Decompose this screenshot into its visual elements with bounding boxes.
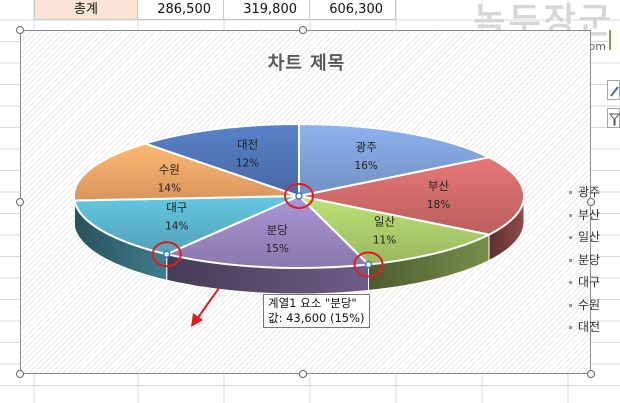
pie-chart[interactable]: 광주 16% 부산 18% 일산 11% 분당 15% 대구 14% 수원 14% 대전 12% <box>21 31 592 375</box>
legend-item-부산[interactable]: 부산 <box>569 204 600 227</box>
data-label-percent: 16% <box>355 160 378 172</box>
resize-handle-mr[interactable] <box>587 198 595 206</box>
selected-slice-markers <box>151 183 384 278</box>
tooltip-value-line: 값: 43,600 (15%) <box>268 311 365 325</box>
data-label-category: 부산 <box>428 179 450 193</box>
slice-selection-handle[interactable] <box>295 192 303 200</box>
resize-handle-bm[interactable] <box>299 370 307 378</box>
legend-label: 대구 <box>578 275 601 289</box>
highlight-circle <box>151 241 182 268</box>
legend-item-광주[interactable]: 광주 <box>569 181 600 204</box>
chart-area[interactable]: 차트 제목 광주 16% 부산 18% 일산 11% 분당 15% 대구 14% 수원 14% 대전 12… <box>20 30 600 375</box>
resize-handle-br[interactable] <box>587 370 595 378</box>
brush-icon <box>610 86 619 97</box>
funnel-icon <box>608 113 620 126</box>
data-label-percent: 18% <box>427 199 450 211</box>
data-label-percent: 11% <box>373 234 396 246</box>
highlight-circle <box>353 251 384 278</box>
total-label-cell[interactable]: 총계 <box>34 0 138 20</box>
chart-title[interactable]: 차트 제목 <box>267 53 346 74</box>
legend-item-분당[interactable]: 분당 <box>569 249 600 272</box>
legend-label: 수원 <box>578 297 601 312</box>
pie-slice-부산[interactable] <box>298 156 525 236</box>
total-value-cell-1[interactable]: 286,500 <box>138 0 224 20</box>
legend-marker <box>569 191 572 194</box>
resize-handle-tm[interactable] <box>299 26 307 34</box>
legend-marker <box>569 326 572 329</box>
legend-label: 일산 <box>578 230 601 244</box>
resize-handle-tl[interactable] <box>16 26 24 34</box>
data-label-category: 광주 <box>356 140 377 154</box>
legend-marker <box>569 236 572 239</box>
pie-data-labels: 광주 16% 부산 18% 일산 11% 분당 15% 대구 14% 수원 14% 대전 12% <box>158 138 451 256</box>
data-label-category: 분당 <box>267 223 289 237</box>
pie-slice-대전[interactable] <box>141 122 300 198</box>
total-value-cell-2[interactable]: 319,800 <box>224 0 310 20</box>
pie-top-faces <box>72 122 525 269</box>
legend-item-대구[interactable]: 대구 <box>569 271 600 294</box>
legend-item-대전[interactable]: 대전 <box>569 316 600 339</box>
pie-slice-수원[interactable] <box>72 142 300 202</box>
slice-selection-handle[interactable] <box>364 260 373 269</box>
highlight-circle <box>284 183 314 209</box>
data-label-percent: 15% <box>266 243 289 255</box>
legend-marker <box>569 303 572 307</box>
chart-styles-icon[interactable] <box>607 80 620 100</box>
pie-slice-분당[interactable] <box>163 194 371 269</box>
legend-label: 부산 <box>578 207 601 222</box>
data-label-percent: 14% <box>165 221 188 233</box>
total-value-cell-3[interactable]: 606,300 <box>310 0 396 20</box>
data-label-category: 일산 <box>374 214 396 228</box>
legend-label: 광주 <box>578 185 601 199</box>
pie-slice-일산[interactable] <box>295 194 493 266</box>
slice-selection-handle[interactable] <box>162 250 171 258</box>
data-label-category: 수원 <box>159 163 180 177</box>
legend-marker <box>569 258 572 262</box>
legend-item-수원[interactable]: 수원 <box>569 294 600 317</box>
chart-filter-icon[interactable] <box>607 108 620 128</box>
pie-slice-광주[interactable] <box>298 122 493 198</box>
data-label-percent: 14% <box>158 183 181 195</box>
legend-marker <box>569 281 572 284</box>
tooltip-series-line: 계열1 요소 "분당" <box>268 296 357 310</box>
total-row: 총계 286,500 319,800 606,300 <box>0 0 420 20</box>
legend-item-일산[interactable]: 일산 <box>569 226 600 249</box>
legend-label: 분당 <box>578 252 601 267</box>
data-point-tooltip: 계열1 요소 "분당" 값: 43,600 (15%) <box>263 294 370 328</box>
legend-marker <box>569 213 572 217</box>
data-label-category: 대전 <box>237 138 258 152</box>
annotation-arrow <box>191 287 220 327</box>
data-label-category: 대구 <box>166 201 187 215</box>
data-label-percent: 12% <box>236 158 259 170</box>
resize-handle-ml[interactable] <box>16 198 24 206</box>
legend-label: 대전 <box>578 320 601 334</box>
chart-elements-icon[interactable] <box>609 30 620 50</box>
resize-handle-bl[interactable] <box>16 370 24 378</box>
